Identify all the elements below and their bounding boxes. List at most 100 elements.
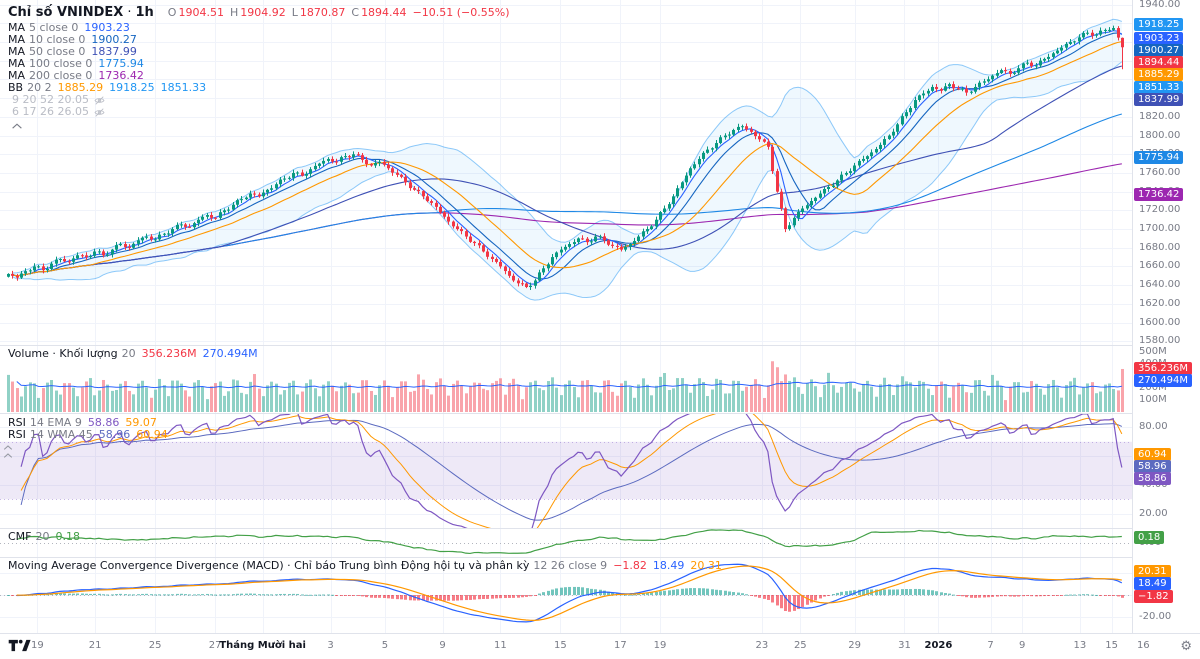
volume-legend: Volume · Khối lượng 20 356.236M 270.494M [8, 348, 258, 360]
indicator-value: 1918.25 [109, 81, 155, 94]
indicator-value: −1.82 [613, 559, 647, 572]
axis-settings-icon[interactable]: ⚙ [1180, 639, 1192, 654]
time-axis[interactable]: ⚙ 19 21 25 27 Tháng Mười hai 3 5 9 11 15 17 19 23 25 2… [0, 633, 1200, 659]
symbol-title[interactable]: Chỉ số VNINDEX [8, 5, 124, 20]
title-separator: · [127, 5, 132, 20]
legend-collapse-button[interactable] [8, 121, 26, 131]
indicator-legend-row[interactable]: Volume · Khối lượng 20 356.236M 270.494M [8, 348, 258, 360]
ohlc-label: L [291, 6, 298, 19]
axis-price-badge: 1775.94 [1134, 151, 1184, 165]
ohlc-values: O 1904.51 H 1904.92 L 1870.87 C 1894.44 [162, 7, 407, 19]
indicator-name: MA [8, 45, 26, 58]
indicator-legend-row[interactable]: Moving Average Convergence Divergence (M… [8, 560, 722, 572]
indicator-value: 60.94 [136, 428, 168, 441]
axis-price-badge: 1894.44 [1134, 56, 1184, 70]
tradingview-logo[interactable] [8, 638, 32, 656]
axis-tick-label: 20.00 [1139, 507, 1168, 519]
eye-off-icon[interactable] [94, 95, 105, 106]
axis-tick-label: -20.00 [1139, 611, 1172, 623]
time-axis-label: 11 [493, 640, 507, 651]
rsi-pane-collapse-buttons[interactable] [2, 444, 14, 459]
axis-tick-label: 1640.00 [1139, 279, 1181, 291]
indicator-legend-row[interactable]: MA 100 close 0 1775.94 [8, 58, 510, 70]
indicator-value: 1837.99 [91, 45, 137, 58]
time-axis-label: 5 [381, 640, 389, 651]
main-legend: Chỉ số VNINDEX · 1h O 1904.51 H 1904.92 L 187… [8, 4, 510, 131]
time-axis-label: Tháng Mười hai [219, 640, 306, 651]
axis-tick-label: 1620.00 [1139, 297, 1181, 309]
ohlc-value: 1870.87 [299, 6, 346, 19]
indicator-params: 100 close 0 [29, 57, 93, 70]
change-value: −10.51 (−0.55%) [412, 6, 510, 19]
indicator-value: 1900.27 [91, 33, 137, 46]
indicator-value: 1885.29 [57, 81, 104, 94]
eye-off-icon[interactable] [94, 107, 105, 118]
axis-tick-label: 100M [1139, 393, 1167, 405]
indicator-value: 1775.94 [98, 57, 144, 70]
axis-price-badge: 1885.29 [1134, 68, 1184, 82]
indicator-name: MA [8, 57, 26, 70]
indicator-name: Moving Average Convergence Divergence (M… [8, 559, 530, 572]
chevron-up-icon [12, 123, 22, 129]
indicator-name: Volume · Khối lượng [8, 347, 118, 360]
axis-tick-label: 1800.00 [1139, 129, 1181, 141]
indicator-legend-row[interactable]: BB 20 2 1885.29 1918.25 1851.33 [8, 82, 510, 94]
axis-tick-label: 1940.00 [1139, 0, 1181, 10]
axis-tick-label: 500M [1139, 345, 1167, 357]
ohlc-value: 1904.92 [240, 6, 286, 19]
time-axis-label: 7 [987, 640, 994, 651]
symbol-legend-row[interactable]: Chỉ số VNINDEX · 1h O 1904.51 H 1904.92 L 187… [8, 4, 510, 22]
axis-price-badge: 1837.99 [1134, 93, 1184, 107]
ohlc-label: O [167, 6, 177, 19]
axis-price-badge: 18.49 [1134, 577, 1171, 591]
axis-price-badge: 270.494M [1134, 374, 1192, 387]
time-axis-label: 31 [898, 640, 911, 651]
time-axis-label: 19 [653, 640, 667, 651]
time-axis-label: 15 [1105, 640, 1118, 651]
indicator-name: MA [8, 21, 26, 34]
axis-price-badge: 58.96 [1134, 459, 1171, 473]
indicator-value: 59.07 [125, 416, 157, 429]
axis-tick-label: 1760.00 [1139, 166, 1181, 178]
indicator-legend-row[interactable]: MA 50 close 0 1837.99 [8, 46, 510, 58]
indicator-legend-row[interactable]: RSI 14 EMA 9 58.86 59.07 [8, 417, 168, 429]
axis-price-badge: 1918.25 [1134, 18, 1184, 31]
axis-tick-label: 1660.00 [1139, 260, 1181, 272]
axis-tick-label: 1580.00 [1139, 335, 1181, 347]
indicator-legend-row[interactable]: MA 10 close 0 1900.27 [8, 34, 510, 46]
indicator-legend-row[interactable]: CMF 20 0.18 [8, 531, 80, 543]
indicator-value: 1736.42 [98, 69, 144, 82]
indicator-params: 9 20 52 20.05 [12, 93, 89, 106]
indicator-value: 356.236M [141, 347, 197, 360]
axis-price-badge: 1736.42 [1134, 188, 1184, 201]
chart-canvas[interactable] [0, 0, 1132, 633]
indicator-value: 58.86 [87, 416, 120, 429]
indicator-params: 14 EMA 9 [29, 416, 82, 429]
time-axis-label: 13 [1073, 640, 1087, 651]
axis-price-badge: 0.18 [1134, 531, 1165, 545]
time-axis-label: 25 [148, 640, 162, 651]
indicator-value: 1903.23 [84, 21, 130, 34]
indicator-legend-row[interactable]: RSI 14 WMA 45 58.96 60.94 [8, 429, 168, 441]
price-axis[interactable]: 1580.00 1600.00 1620.00 1640.00 1660.00 1680.… [1132, 0, 1200, 633]
overlay-indicator-rows: MA 5 close 0 1903.23 MA 10 close 0 1900.27 MA 5… [8, 22, 510, 94]
axis-price-badge: 356.236M [1134, 362, 1192, 375]
chevron-up-icon [3, 445, 13, 450]
indicator-legend-row[interactable]: MA 5 close 0 1903.23 [8, 22, 510, 34]
indicator-legend-row[interactable]: MA 200 close 0 1736.42 [8, 70, 510, 82]
time-axis-label: 25 [793, 640, 807, 651]
time-axis-label: 27 [208, 640, 222, 651]
interval-label[interactable]: 1h [135, 5, 154, 20]
time-axis-label: 23 [755, 640, 769, 651]
indicator-params: 6 17 26 26.05 [12, 105, 89, 118]
indicator-value: 18.49 [652, 559, 685, 572]
indicator-value: 58.96 [98, 428, 131, 441]
time-axis-label: 29 [848, 640, 862, 651]
indicator-legend-row[interactable]: 9 20 52 20.05 [8, 94, 510, 106]
ohlc-label: C [351, 6, 360, 19]
indicator-legend-row[interactable]: 6 17 26 26.05 [8, 106, 510, 118]
indicator-name: BB [8, 81, 24, 94]
macd-legend: Moving Average Convergence Divergence (M… [8, 560, 722, 572]
indicator-value: 0.18 [55, 530, 81, 543]
